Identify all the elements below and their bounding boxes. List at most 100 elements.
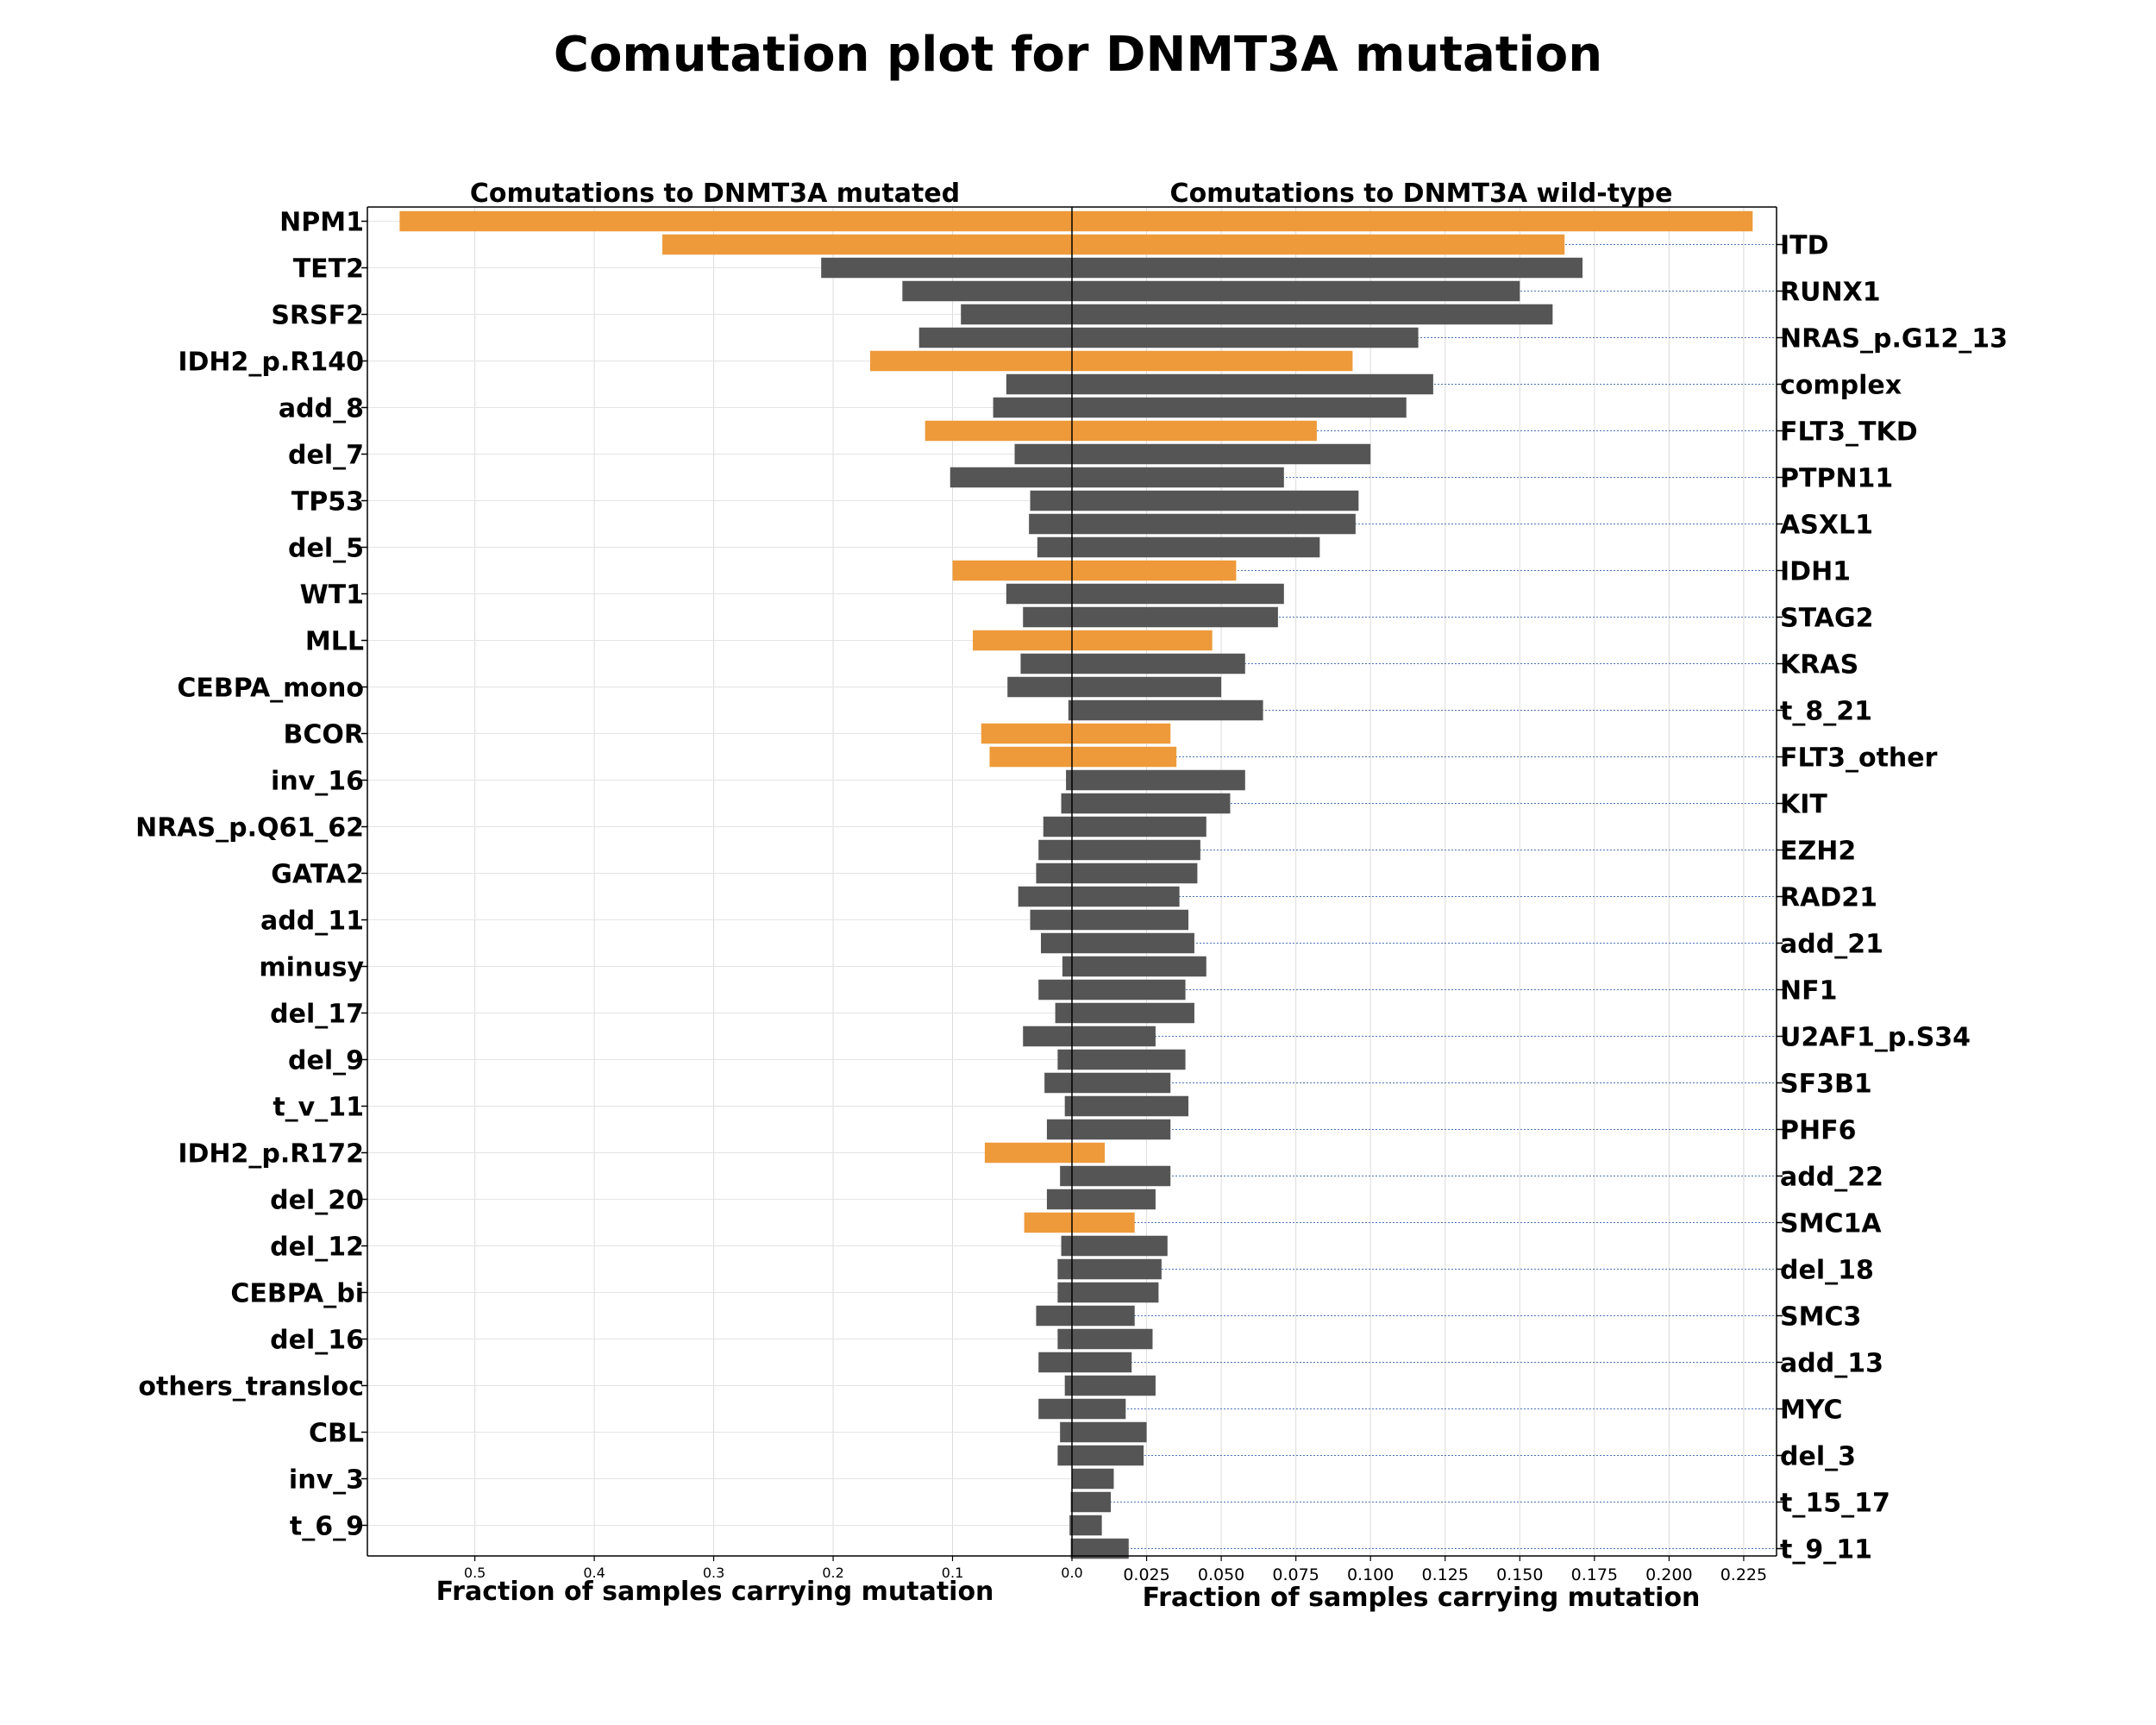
left-label-MLL: MLL [305,627,364,657]
bar-mutated-CEBPA_mono [1007,676,1072,698]
right-label-t_8_21: t_8_21 [1780,697,1872,727]
left-x-axis-label: Fraction of samples carrying mutation [436,1577,994,1607]
right-x-ticks: 0.025 0.050 0.075 0.100 0.125 0.150 0.175 0.200… [1123,1565,1767,1584]
bar-wildtype-inv_16 [1072,769,1245,791]
bar-wildtype-IDH2_p.R140 [1072,350,1353,372]
bar-mutated-PTPN11 [950,467,1072,488]
left-label-TET2: TET2 [293,254,364,285]
bar-wildtype-RUNX1 [1072,280,1520,302]
bar-wildtype-U2AF1_p.S34 [1072,1026,1156,1047]
right-label-RUNX1: RUNX1 [1780,278,1881,308]
right-label-SMC1A: SMC1A [1780,1209,1882,1239]
right-label-STAG2: STAG2 [1780,604,1873,634]
bar-mutated-STAG2 [1023,606,1072,628]
bar-mutated-MYC [1038,1398,1072,1420]
right-x-tick-label: 0.175 [1571,1565,1618,1584]
bar-wildtype-t_9_11 [1072,1538,1129,1559]
left-label-CBL: CBL [309,1419,364,1449]
right-label-NRAS_p.G12_13: NRAS_p.G12_13 [1780,324,2008,354]
bar-mutated-t_6_9 [1069,1515,1072,1536]
bar-mutated-RAD21 [1018,886,1072,907]
bar-wildtype-del_7 [1072,443,1371,465]
bar-mutated-del_20 [1046,1189,1072,1210]
left-label-del_20: del_20 [270,1186,364,1216]
bar-wildtype-del_18 [1072,1258,1162,1280]
bar-wildtype-FLT3_TKD [1072,420,1317,442]
bar-wildtype-IDH1 [1072,560,1237,581]
left-x-tick-label: 0.2 [822,1565,843,1581]
bar-mutated-complex [1006,373,1072,395]
left-label-minusy: minusy [259,953,364,983]
bar-mutated-KIT [1061,793,1072,814]
left-label-IDH2_p.R140: IDH2_p.R140 [178,348,364,378]
bar-wildtype-CEBPA_mono [1072,676,1222,698]
bar-wildtype-del_9 [1072,1049,1186,1070]
right-label-del_18: del_18 [1780,1256,1874,1286]
bar-mutated-U2AF1_p.S34 [1023,1026,1072,1047]
bar-wildtype-RAD21 [1072,886,1180,907]
right-x-tick-label: 0.125 [1422,1565,1469,1584]
left-x-tick-label: 0.4 [583,1565,605,1581]
right-x-tick-label: 0.200 [1645,1565,1692,1584]
bar-mutated-KRAS [1020,653,1072,674]
left-label-GATA2: GATA2 [271,860,364,890]
bar-mutated-t_v_11 [1064,1095,1072,1117]
left-label-SRSF2: SRSF2 [271,301,364,331]
right-x-tick-label: 0.025 [1123,1565,1169,1584]
bar-wildtype-SMC3 [1072,1305,1135,1327]
bar-mutated-others_transloc [1064,1375,1072,1396]
left-label-CEBPA_bi: CEBPA_bi [230,1279,364,1309]
bar-mutated-del_17 [1055,1002,1072,1024]
bar-mutated-TET2 [821,257,1072,279]
bar-wildtype-FLT3_other [1072,746,1177,768]
bar-mutated-inv_16 [1066,769,1072,791]
right-label-FLT3_TKD: FLT3_TKD [1780,417,1918,448]
left-label-others_transloc: others_transloc [138,1372,364,1402]
bar-wildtype-t_6_9 [1072,1515,1102,1536]
right-x-tick-label: 0.075 [1272,1565,1319,1584]
bar-mutated-CBL [1060,1421,1072,1443]
left-label-del_5: del_5 [288,534,364,564]
bar-wildtype-NRAS_p.Q61_62 [1072,816,1206,837]
bar-wildtype-del_17 [1072,1002,1194,1024]
left-label-NPM1: NPM1 [279,208,364,238]
left-x-tick-label: 0.0 [1061,1565,1082,1581]
bar-wildtype-t_8_21 [1072,699,1263,721]
bar-wildtype-CEBPA_bi [1072,1282,1159,1303]
left-x-tick-label: 0.1 [942,1565,963,1581]
bar-wildtype-del_3 [1072,1445,1144,1466]
bar-mutated-del_16 [1057,1328,1072,1350]
right-label-KIT: KIT [1780,790,1827,820]
bar-wildtype-TP53 [1072,490,1359,511]
right-label-add_21: add_21 [1780,930,1883,960]
bar-mutated-FLT3_other [989,746,1072,768]
bar-mutated-IDH2_p.R140 [869,350,1072,372]
bar-mutated-SRSF2 [961,304,1072,325]
left-label-del_7: del_7 [288,441,364,471]
bar-mutated-del_3 [1057,1445,1072,1466]
left-x-ticks: 0.5 0.4 0.3 0.2 0.1 0.0 [464,1565,1083,1581]
bar-wildtype-del_20 [1072,1189,1156,1210]
left-label-BCOR: BCOR [284,720,365,750]
bar-wildtype-SMC1A [1072,1212,1135,1233]
left-label-t_6_9: t_6_9 [290,1512,364,1542]
bar-wildtype-complex [1072,373,1433,395]
bar-mutated-SMC3 [1036,1305,1072,1327]
bar-mutated-GATA2 [1036,862,1072,884]
right-label-del_3: del_3 [1780,1442,1856,1472]
bar-mutated-PHF6 [1046,1119,1072,1140]
right-x-tick-label: 0.150 [1496,1565,1543,1584]
left-label-TP53: TP53 [291,487,364,518]
bar-wildtype-ITD [1072,234,1565,255]
right-label-PTPN11: PTPN11 [1780,464,1893,494]
axes [361,206,1783,1561]
right-label-t_15_17: t_15_17 [1780,1489,1890,1519]
bar-mutated-SMC1A [1024,1212,1072,1233]
right-label-IDH1: IDH1 [1780,557,1851,587]
bar-mutated-WT1 [1006,583,1072,605]
bar-mutated-ITD [662,234,1072,255]
bar-mutated-add_8 [993,397,1072,418]
bars [399,210,1753,1559]
bar-wildtype-add_13 [1072,1352,1132,1373]
